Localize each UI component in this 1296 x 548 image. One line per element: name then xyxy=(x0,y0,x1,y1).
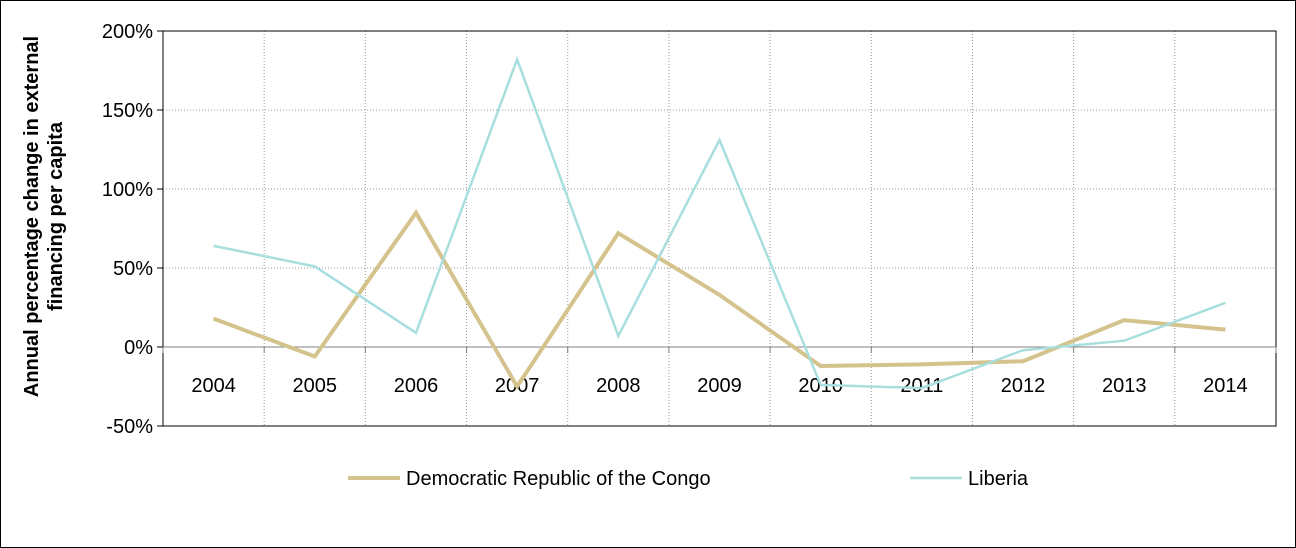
y-tick-label: 0% xyxy=(124,337,153,359)
legend: Democratic Republic of the Congo Liberia xyxy=(348,468,1029,490)
x-tick-label: 2012 xyxy=(1001,375,1046,397)
gridlines xyxy=(163,31,1276,426)
x-axis: 2004 2005 2006 2007 2008 2009 2010 2011 2012 2013… xyxy=(162,347,1277,397)
plot-area xyxy=(162,30,1277,427)
x-tick-label: 2013 xyxy=(1102,375,1147,397)
x-tick-label: 2014 xyxy=(1203,375,1248,397)
x-tick-label: 2008 xyxy=(596,375,641,397)
series-line-liberia xyxy=(213,55,1226,390)
x-tick-label: 2004 xyxy=(191,375,236,397)
series-group xyxy=(212,55,1226,391)
x-tick-label: 2005 xyxy=(293,375,338,397)
y-tick-label: 50% xyxy=(113,258,153,280)
x-tick-label: 2006 xyxy=(394,375,439,397)
y-axis: -50% 0% 50% 100% 150% 200% xyxy=(102,21,163,438)
y-tick-label: -50% xyxy=(106,416,153,438)
y-tick-label: 150% xyxy=(102,100,153,122)
legend-label: Democratic Republic of the Congo xyxy=(406,468,711,490)
x-tick-label: 2009 xyxy=(697,375,742,397)
y-tick-label: 100% xyxy=(102,179,153,201)
y-tick-label: 200% xyxy=(102,21,153,43)
y-axis-title-line-2: financing per capita xyxy=(45,121,67,311)
x-tick-label: 2011 xyxy=(900,375,943,397)
legend-label: Liberia xyxy=(968,468,1029,490)
y-axis-title-line-1: Annual percentage change in external xyxy=(21,36,43,397)
